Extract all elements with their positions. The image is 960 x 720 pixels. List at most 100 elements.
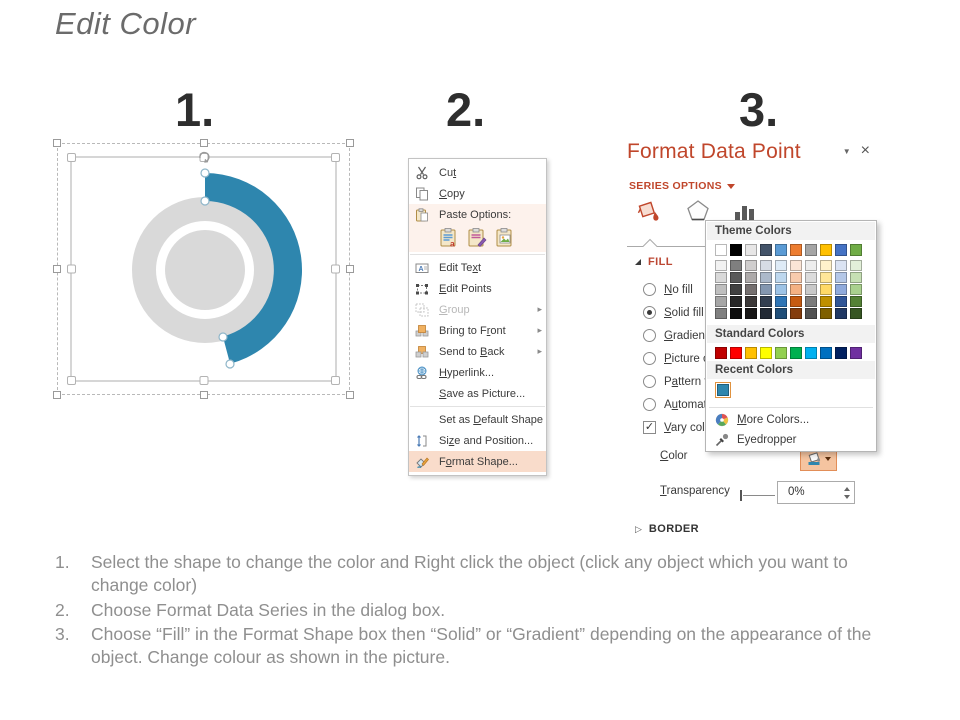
color-swatch[interactable] [850,347,862,359]
color-swatch[interactable] [850,284,862,295]
rotate-handle-icon[interactable] [196,149,212,165]
color-swatch[interactable] [820,272,832,283]
resize-handle[interactable] [53,391,61,399]
color-swatch[interactable] [805,260,817,271]
menu-item-group[interactable]: Group ▸ [409,299,546,320]
color-swatch[interactable] [730,284,742,295]
color-swatch[interactable] [760,272,772,283]
color-swatch[interactable] [760,244,772,256]
resize-handle[interactable] [67,264,76,274]
color-swatch[interactable] [835,296,847,307]
color-swatch[interactable] [775,284,787,295]
menu-item-copy[interactable]: Copy [409,183,546,204]
resize-handle[interactable] [346,391,354,399]
radio-button-selected[interactable] [643,306,656,319]
color-swatch[interactable] [717,384,729,396]
spinner-arrows[interactable] [839,482,854,503]
color-swatch[interactable] [790,284,802,295]
resize-handle[interactable] [199,139,208,147]
color-swatch[interactable] [775,308,787,319]
color-swatch[interactable] [820,296,832,307]
effects-tab-icon[interactable] [685,198,711,227]
radio-button[interactable] [643,375,656,388]
series-options-dropdown[interactable]: SERIES OPTIONS [629,180,735,192]
color-swatch[interactable] [790,347,802,359]
color-swatch[interactable] [775,260,787,271]
color-swatch[interactable] [745,284,757,295]
color-swatch[interactable] [850,244,862,256]
radio-button[interactable] [643,283,656,296]
color-swatch[interactable] [730,347,742,359]
color-swatch[interactable] [730,272,742,283]
color-swatch[interactable] [820,244,832,256]
menu-item-format-shape[interactable]: Format Shape... [409,451,546,472]
resize-handle[interactable] [199,391,208,399]
paste-merge-formatting-icon[interactable] [467,227,488,248]
color-swatch[interactable] [775,347,787,359]
fill-option-no-fill[interactable]: No fill [643,278,766,301]
resize-handle[interactable] [67,376,76,385]
color-swatch[interactable] [805,347,817,359]
fill-section-header[interactable]: FILL [635,256,673,268]
radio-button[interactable] [643,398,656,411]
color-swatch[interactable] [835,260,847,271]
resize-handle[interactable] [331,376,340,385]
color-swatch[interactable] [790,260,802,271]
menu-item-bring-to-front[interactable]: Bring to Front ▸ [409,320,546,341]
color-swatch[interactable] [850,260,862,271]
color-swatch[interactable] [730,308,742,319]
color-swatch[interactable] [790,244,802,256]
color-swatch[interactable] [805,272,817,283]
color-swatch[interactable] [790,296,802,307]
color-swatch[interactable] [835,284,847,295]
color-swatch[interactable] [745,347,757,359]
color-swatch[interactable] [805,308,817,319]
color-swatch[interactable] [745,260,757,271]
transparency-spinner[interactable]: 0% [777,481,855,504]
eyedropper-item[interactable]: Eyedropper [707,430,875,450]
color-swatch[interactable] [805,284,817,295]
selected-shape-group[interactable] [53,139,354,399]
color-swatch[interactable] [760,296,772,307]
color-swatch[interactable] [730,244,742,256]
radio-button[interactable] [643,352,656,365]
menu-item-cut[interactable]: Cut [409,162,546,183]
color-swatch[interactable] [820,284,832,295]
color-swatch[interactable] [745,308,757,319]
recent-color-selected[interactable] [715,382,731,398]
color-swatch[interactable] [805,244,817,256]
color-swatch[interactable] [835,347,847,359]
more-colors-item[interactable]: More Colors... [707,410,875,430]
donut-chart-shape[interactable] [57,143,350,395]
selection-frame-inner[interactable] [67,151,340,385]
menu-item-edit-text[interactable]: A Edit Text [409,257,546,278]
color-swatch[interactable] [775,272,787,283]
pane-close-icon[interactable]: × [860,142,870,159]
color-swatch[interactable] [760,284,772,295]
color-swatch[interactable] [715,260,727,271]
color-swatch[interactable] [790,272,802,283]
resize-handle[interactable] [346,265,354,273]
color-swatch[interactable] [835,308,847,319]
color-swatch[interactable] [715,308,727,319]
color-swatch[interactable] [850,308,862,319]
color-swatch[interactable] [835,272,847,283]
color-swatch[interactable] [760,347,772,359]
menu-item-edit-points[interactable]: Edit Points [409,278,546,299]
color-swatch[interactable] [760,308,772,319]
resize-handle[interactable] [331,264,340,274]
color-swatch[interactable] [715,244,727,256]
menu-item-size-and-position[interactable]: Size and Position... [409,430,546,451]
resize-handle[interactable] [53,265,61,273]
color-swatch[interactable] [835,244,847,256]
resize-handle[interactable] [53,139,61,147]
color-swatch[interactable] [775,244,787,256]
color-swatch[interactable] [820,260,832,271]
border-section-header[interactable]: ▷ BORDER [635,523,699,535]
color-swatch[interactable] [715,296,727,307]
color-swatch[interactable] [820,308,832,319]
checkbox-checked[interactable]: ✓ [643,421,656,434]
resize-handle[interactable] [346,139,354,147]
radio-button[interactable] [643,329,656,342]
fill-line-tab-icon[interactable] [635,198,663,227]
